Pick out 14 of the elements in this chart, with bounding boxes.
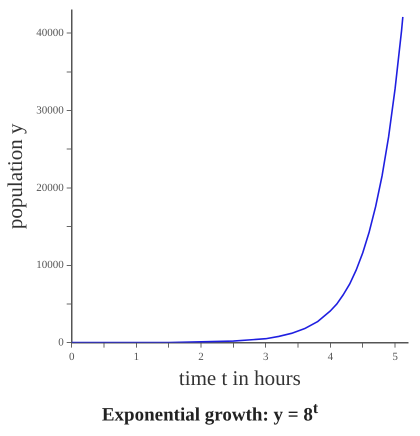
y-tick-label: 10000 <box>36 259 64 272</box>
y-tick-label: 30000 <box>36 104 64 116</box>
y-tick-label: 40000 <box>36 27 64 40</box>
x-tick-label: 2 <box>198 351 204 364</box>
x-tick-label: 1 <box>134 351 140 364</box>
x-tick-label: 0 <box>68 351 75 364</box>
x-tick-label: 3 <box>262 351 269 364</box>
x-tick-label: 5 <box>392 351 398 364</box>
x-tick-label: 4 <box>328 351 334 364</box>
text: Exponential growth: y = 8$^{t}$ <box>100 400 320 426</box>
y-axis-title: population y <box>3 123 28 230</box>
y-tick-label: 20000 <box>36 182 64 194</box>
y-tick-label: 0 <box>58 336 64 348</box>
x-axis-title: time t in hours <box>178 366 301 390</box>
